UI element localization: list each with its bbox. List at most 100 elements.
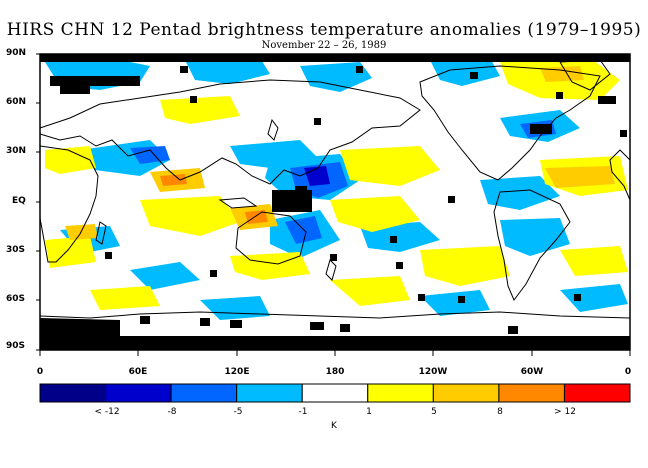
anomaly-patch xyxy=(560,284,628,312)
missing-data-block xyxy=(470,72,478,79)
coastlines xyxy=(39,59,631,319)
colorbar-swatch xyxy=(236,383,303,403)
missing-data-band xyxy=(40,336,630,350)
colorbar-label: 8 xyxy=(497,407,503,417)
anomaly-patch xyxy=(430,58,500,86)
coastline-eurasia xyxy=(39,79,421,185)
missing-data-block xyxy=(314,118,321,125)
anomaly-patch xyxy=(90,286,160,310)
anomaly-patch xyxy=(45,146,96,174)
colorbar-label: -8 xyxy=(167,407,177,417)
colorbar xyxy=(39,383,631,403)
colorbar-label: < -12 xyxy=(94,407,120,417)
coastline-antarctica xyxy=(39,311,631,319)
colorbar-swatch xyxy=(432,383,500,403)
lat-label-90s: 90S xyxy=(6,341,26,351)
colorbar-swatch xyxy=(367,383,434,403)
anomaly-patch xyxy=(420,290,490,316)
lon-label-120e: 120E xyxy=(224,367,250,377)
anomaly-patch xyxy=(560,246,628,276)
anomaly-patch xyxy=(330,276,410,306)
map-title: HIRS CHN 12 Pentad brightness temperatur… xyxy=(6,20,642,40)
coastline-greenland xyxy=(559,59,611,91)
missing-data xyxy=(40,54,630,350)
missing-data-block xyxy=(448,196,455,203)
lat-label-90n: 90N xyxy=(6,48,27,58)
anomaly-patch xyxy=(540,66,584,82)
missing-data-block xyxy=(340,324,350,332)
colorbar-swatch xyxy=(563,383,631,403)
missing-data-block xyxy=(200,318,210,326)
missing-data-block xyxy=(230,320,242,328)
anomaly-field xyxy=(45,58,628,320)
missing-data-block xyxy=(330,254,337,261)
lat-label-30n: 30N xyxy=(6,146,27,156)
missing-data-block xyxy=(210,270,217,277)
anomaly-patch xyxy=(330,196,420,232)
colorbar-label: -5 xyxy=(233,407,243,417)
missing-data-band xyxy=(40,54,630,62)
colorbar-label: 1 xyxy=(366,407,372,417)
coastline-new-zealand xyxy=(325,259,337,281)
colorbar-swatch xyxy=(105,383,172,403)
anomaly-patch xyxy=(245,210,268,224)
anomaly-patch xyxy=(300,62,372,92)
lon-label-60w: 60W xyxy=(520,367,544,377)
missing-data-block xyxy=(180,66,188,73)
anomaly-patch xyxy=(185,58,270,84)
missing-data-block xyxy=(574,294,581,301)
anomaly-patch xyxy=(130,146,170,164)
colorbar-swatch xyxy=(301,383,369,403)
anomaly-patch xyxy=(140,196,240,236)
colorbar-swatch xyxy=(170,383,238,403)
missing-data-block xyxy=(50,76,140,86)
missing-data-block xyxy=(458,296,465,303)
missing-data-block xyxy=(60,86,90,94)
lon-label-120w: 120W xyxy=(418,367,448,377)
lon-label-0: 0 xyxy=(36,367,44,377)
lat-label-30s: 30S xyxy=(6,245,26,255)
anomaly-patch xyxy=(230,252,310,280)
coastline-australia xyxy=(235,211,307,265)
anomaly-patch xyxy=(160,174,187,186)
anomaly-patch xyxy=(130,262,200,290)
coastline-south-america xyxy=(493,189,571,301)
missing-data-block xyxy=(190,96,197,103)
missing-data-block xyxy=(418,294,425,301)
lon-label-180: 180 xyxy=(325,367,345,377)
colorbar-label: > 12 xyxy=(554,407,576,417)
lon-label-0-east: 0 xyxy=(624,367,632,377)
lat-label-eq: EQ xyxy=(12,196,26,206)
coastline-indonesia xyxy=(218,197,258,209)
anomaly-patch xyxy=(420,246,510,286)
missing-data-block xyxy=(396,262,403,269)
missing-data-block xyxy=(390,236,397,243)
missing-data-block xyxy=(556,92,563,99)
colorbar-label: 5 xyxy=(431,407,437,417)
missing-data-block xyxy=(105,252,112,259)
anomaly-patch xyxy=(500,218,570,256)
missing-data-block xyxy=(356,66,363,73)
colorbar-label: -1 xyxy=(298,407,308,417)
anomaly-patch xyxy=(160,96,240,124)
lat-ticks xyxy=(36,53,40,351)
missing-data-block xyxy=(310,322,324,330)
colorbar-unit: K xyxy=(331,421,337,431)
coastline-japan xyxy=(267,118,279,141)
lon-label-60e: 60E xyxy=(128,367,148,377)
anomaly-patch xyxy=(480,176,560,210)
lat-label-60s: 60S xyxy=(6,294,26,304)
missing-data-block xyxy=(598,96,616,104)
coastline-africa xyxy=(39,145,99,263)
colorbar-swatch xyxy=(39,383,107,403)
lat-label-60n: 60N xyxy=(6,97,27,107)
missing-data-block xyxy=(530,124,552,134)
anomaly-patch xyxy=(545,166,615,188)
colorbar-swatch xyxy=(498,383,565,403)
coastline-madagascar xyxy=(95,221,107,245)
coastline-north-america xyxy=(419,65,601,181)
missing-data-band xyxy=(40,318,120,336)
missing-data-block xyxy=(620,130,627,137)
missing-data-block xyxy=(508,326,518,334)
